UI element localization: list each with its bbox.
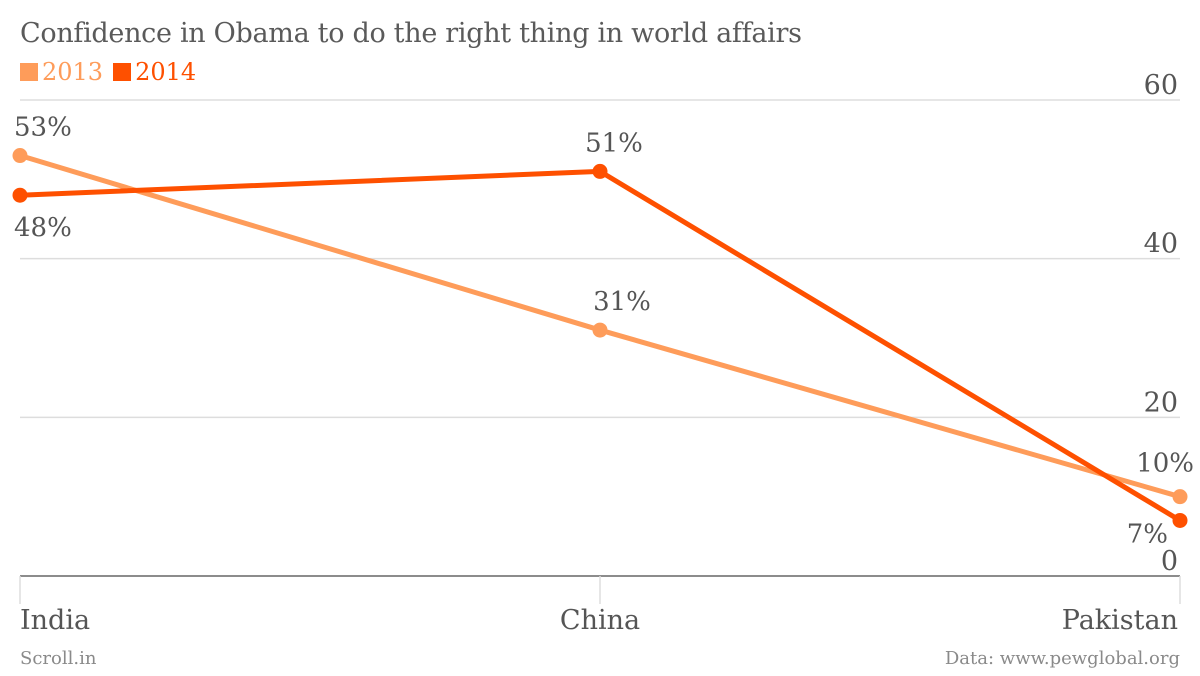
data-point-2013-pakistan: [1172, 489, 1188, 505]
footer-source-right: Data: www.pewglobal.org: [944, 648, 1180, 669]
data-point-2014-pakistan: [1172, 512, 1188, 528]
y-tick-label-0: 0: [1161, 546, 1178, 577]
legend-item-2014[interactable]: 2014: [113, 58, 196, 86]
y-tick-label-60: 60: [1144, 70, 1178, 101]
data-label-2013-india: 53%: [14, 113, 72, 143]
footer-source-left: Scroll.in: [20, 648, 97, 669]
legend-swatch-2014: [113, 63, 132, 81]
data-label-2013-china: 31%: [593, 287, 651, 317]
chart-legend: 2013 2014: [20, 58, 206, 86]
chart-title: Confidence in Obama to do the right thin…: [20, 18, 802, 49]
y-tick-label-40: 40: [1144, 229, 1178, 260]
x-tick-label-india: India: [20, 605, 90, 636]
series-line-2014: [17, 168, 1183, 523]
data-point-2014-india: [12, 187, 28, 203]
x-tick-label-pakistan: Pakistan: [1062, 605, 1178, 636]
x-tick-label-china: China: [560, 605, 640, 636]
legend-item-2013[interactable]: 2013: [20, 58, 103, 86]
legend-label-2013: 2013: [42, 58, 104, 86]
legend-swatch-2013: [20, 63, 38, 81]
data-point-2014-china: [592, 163, 608, 179]
y-tick-label-20: 20: [1144, 387, 1178, 418]
data-label-2013-pakistan: 10%: [1136, 449, 1194, 479]
data-point-2013-china: [592, 322, 608, 338]
legend-label-2014: 2014: [135, 58, 197, 86]
data-point-2013-india: [12, 148, 28, 164]
data-label-2014-pakistan: 7%: [1127, 519, 1168, 549]
data-label-2014-india: 48%: [14, 213, 72, 243]
data-label-2014-china: 51%: [585, 128, 643, 158]
